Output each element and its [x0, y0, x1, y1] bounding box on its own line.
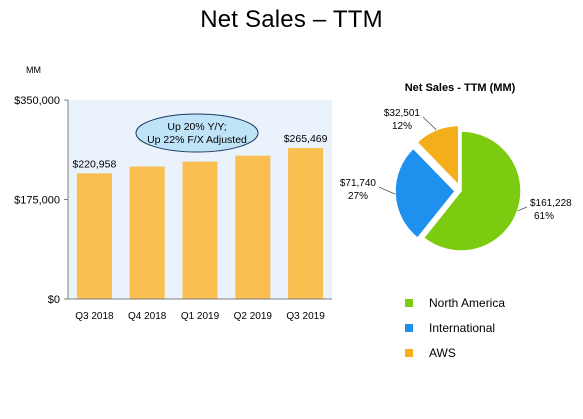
bar-q2-2019	[235, 155, 271, 299]
x-tick-label: Q2 2019	[234, 311, 273, 322]
bar-data-label: $220,958	[73, 158, 117, 170]
pie-legend: North America International AWS	[405, 290, 505, 365]
pie-percent-label-aws: 12%	[392, 121, 412, 132]
x-tick-label: Q3 2019	[286, 311, 325, 322]
bar-q4-2018	[129, 166, 165, 299]
pie-percent-label-north-america: 61%	[534, 211, 554, 222]
legend-swatch-north-america	[405, 298, 413, 307]
x-tick-label: Q3 2018	[75, 311, 114, 322]
pie-leader-line	[422, 116, 437, 131]
pie-value-label-aws: $32,501	[384, 108, 421, 119]
growth-callout: Up 20% Y/Y; Up 22% F/X Adjusted	[135, 113, 259, 153]
page-title: Net Sales – TTM	[200, 6, 383, 33]
x-tick-label: Q1 2019	[181, 311, 220, 322]
callout-line-1: Up 20% Y/Y;	[167, 121, 226, 133]
callout-line-2: Up 22% F/X Adjusted	[147, 134, 247, 146]
bar-q3-2018	[76, 173, 112, 299]
y-tick-label: $175,000	[14, 195, 60, 207]
legend-item-aws: AWS	[405, 340, 505, 365]
legend-swatch-international	[405, 323, 413, 332]
y-tick-label: $0	[48, 294, 60, 306]
pie-value-label-north-america: $161,228	[530, 198, 572, 209]
legend-item-international: International	[405, 315, 505, 340]
bar-q1-2019	[182, 161, 218, 299]
y-tick-label: $350,000	[14, 95, 60, 107]
legend-swatch-aws	[405, 348, 413, 357]
x-tick-label: Q4 2018	[128, 311, 167, 322]
pie-title: Net Sales - TTM (MM)	[405, 82, 516, 94]
pie-percent-label-international: 27%	[348, 191, 368, 202]
pie-leader-line	[517, 206, 528, 212]
legend-label-north-america: North America	[429, 295, 506, 310]
bar-data-label: $265,469	[284, 133, 328, 145]
unit-label: MM	[26, 65, 41, 75]
legend-item-north-america: North America	[405, 290, 505, 315]
pie-value-label-international: $71,740	[340, 178, 377, 189]
pie-leader-line	[378, 186, 396, 195]
legend-label-international: International	[429, 320, 496, 335]
bar-q3-2019	[288, 148, 324, 299]
legend-label-aws: AWS	[429, 345, 456, 360]
